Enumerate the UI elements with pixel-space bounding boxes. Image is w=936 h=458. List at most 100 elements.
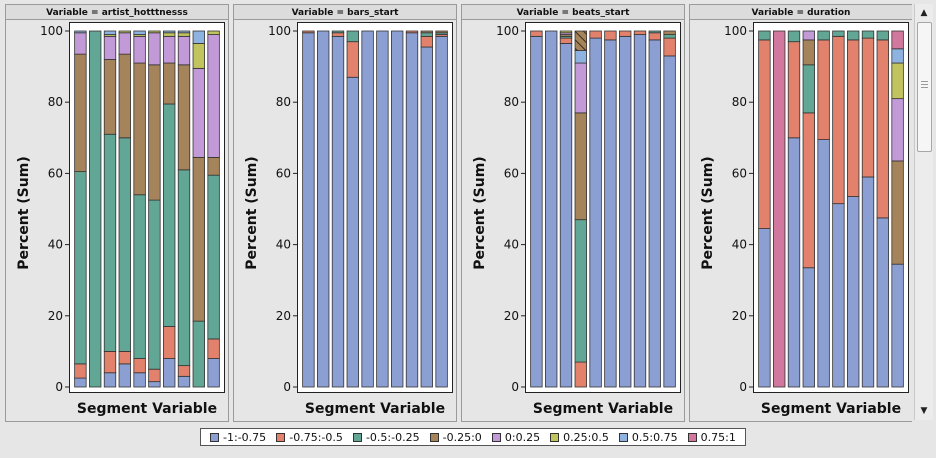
- bar-segment: [574, 30, 587, 51]
- bar-segment: [207, 34, 220, 158]
- bar-segment: [861, 30, 875, 39]
- bar-segment: [663, 37, 676, 57]
- bar-segment: [177, 30, 191, 34]
- bar-segment: [346, 30, 359, 43]
- bar-1: [302, 30, 315, 388]
- bar-segment: [817, 39, 830, 140]
- bar-segment: [861, 176, 875, 388]
- chart-area: Variable = artist_hotttnesss 0 20 40 60 80 100…: [5, 4, 913, 422]
- legend-item: 0:0.25: [491, 431, 540, 444]
- bar-6: [148, 30, 161, 388]
- y-tick-label: 60: [276, 166, 291, 180]
- bar-segment: [574, 50, 587, 64]
- y-tick-label: 80: [276, 95, 291, 109]
- bar-segment: [207, 156, 220, 176]
- panel-header: [5, 4, 229, 20]
- bar-segment: [891, 30, 904, 50]
- bar-segment: [148, 381, 161, 388]
- bar-segment: [559, 37, 573, 44]
- bar-segment: [420, 30, 433, 34]
- legend-swatch: [550, 432, 560, 442]
- bar-segment: [604, 30, 617, 41]
- bar-segment: [177, 169, 191, 367]
- bar-segment: [133, 35, 146, 64]
- bar-segment: [103, 59, 117, 135]
- bar-segment: [148, 199, 161, 370]
- bar-2: [545, 30, 558, 388]
- bar-segment: [574, 219, 587, 363]
- panel-title: Variable = duration: [752, 8, 851, 18]
- y-tick-label: 40: [504, 238, 519, 252]
- bar-segment: [192, 156, 205, 322]
- bar-2: [773, 30, 786, 388]
- bar-7: [391, 30, 404, 388]
- y-tick-label: 100: [496, 24, 519, 38]
- bar-6: [604, 30, 617, 388]
- bar-segment: [832, 35, 845, 205]
- y-axis-label: Percent (Sum): [700, 156, 716, 269]
- bar-segment: [331, 30, 345, 34]
- bar-segment: [847, 196, 860, 388]
- bar-segment: [876, 217, 889, 388]
- legend-swatch: [687, 432, 697, 442]
- bar-segment: [74, 32, 87, 55]
- bar-segment: [177, 375, 191, 388]
- bar-4: [346, 30, 359, 388]
- bar-segment: [891, 160, 904, 265]
- bar-segment: [847, 30, 860, 41]
- bar-segment: [192, 43, 205, 69]
- bar-segment: [773, 30, 786, 388]
- y-tick-label: 60: [504, 166, 519, 180]
- bar-segment: [163, 35, 176, 64]
- bar-segment: [420, 35, 433, 48]
- y-axis-label: Percent (Sum): [472, 156, 488, 269]
- legend-label: 0.75:1: [700, 430, 736, 444]
- bar-9: [420, 30, 433, 388]
- bar-9: [648, 30, 661, 388]
- bar-8: [633, 30, 647, 388]
- bar-segment: [103, 30, 117, 35]
- panel-title: Variable = beats_start: [517, 8, 631, 18]
- y-tick-label: 80: [732, 95, 747, 109]
- bar-segment: [891, 263, 904, 388]
- bar-segment: [133, 62, 146, 196]
- legend-item: -0.25:0: [429, 431, 482, 444]
- bar-segment: [346, 76, 359, 388]
- bar-3: [559, 30, 573, 388]
- bar-segment: [663, 34, 676, 39]
- legend-label: -1:-0.75: [223, 430, 267, 444]
- bar-segment: [103, 133, 117, 352]
- panel-title: Variable = bars_start: [292, 8, 400, 18]
- bar-segment: [148, 368, 161, 383]
- y-tick-label: 100: [40, 24, 63, 38]
- bar-segment: [207, 174, 220, 340]
- bar-segment: [758, 228, 771, 388]
- bar-segment: [758, 39, 771, 229]
- bar-segment: [133, 358, 146, 374]
- bar-segment: [758, 30, 771, 41]
- legend-label: -0.75:-0.5: [289, 430, 343, 444]
- scrollbar-thumb[interactable]: [917, 22, 932, 152]
- bar-4: [574, 30, 587, 388]
- legend-label: 0.25:0.5: [563, 430, 609, 444]
- bar-segment: [891, 48, 904, 64]
- bar-segment: [876, 39, 889, 219]
- bar-segment: [163, 103, 176, 327]
- scroll-up-arrow-icon[interactable]: ▲: [920, 8, 928, 18]
- bar-segment: [435, 35, 448, 388]
- bar-segment: [192, 320, 205, 388]
- scroll-down-arrow-icon[interactable]: ▼: [920, 406, 928, 416]
- vertical-scrollbar[interactable]: ▲ ▼: [914, 4, 933, 420]
- bar-2: [317, 30, 330, 388]
- bar-3: [331, 30, 345, 388]
- chart-svg: Variable = artist_hotttnesss 0 20 40 60 80 100…: [5, 4, 913, 422]
- legend-item: -0.5:-0.25: [352, 431, 420, 444]
- legend-swatch: [491, 432, 501, 442]
- bar-segment: [633, 34, 647, 388]
- bar-segment: [74, 30, 87, 34]
- bar-segment: [589, 37, 602, 388]
- y-tick-label: 60: [732, 166, 747, 180]
- bar-segment: [118, 363, 131, 388]
- bar-segment: [604, 39, 617, 388]
- legend-item: 0.75:1: [687, 430, 736, 444]
